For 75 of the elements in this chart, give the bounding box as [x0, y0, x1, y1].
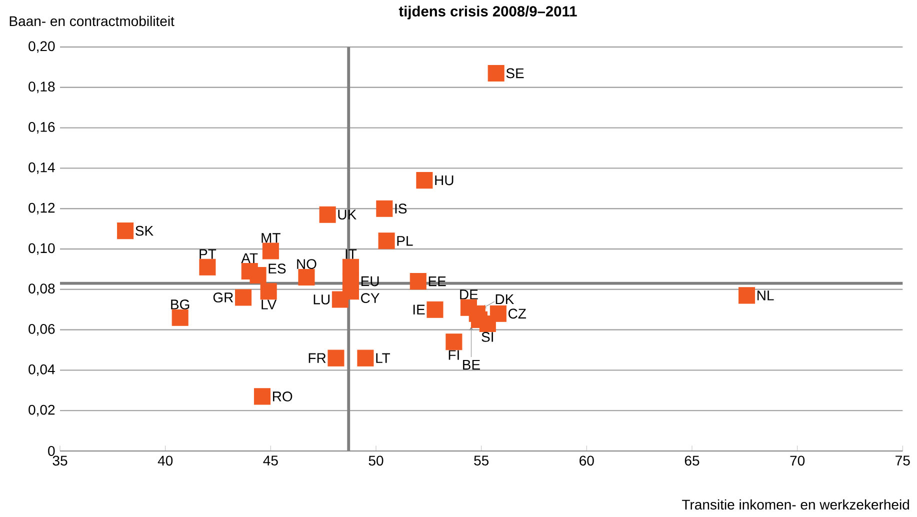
x-tick-label: 35: [52, 456, 68, 466]
annotation: EU: [361, 276, 379, 286]
point: [172, 309, 188, 326]
point: [262, 242, 279, 260]
point: [254, 388, 271, 405]
point: [410, 273, 426, 290]
point: [376, 200, 393, 217]
point: [199, 258, 216, 276]
annotation: MT: [262, 233, 280, 243]
y-tick-label: 0,02: [28, 404, 55, 416]
annotation: BE: [463, 360, 480, 370]
annotation: CZ: [508, 308, 526, 319]
annotation: DK: [496, 294, 514, 304]
point: [446, 334, 462, 350]
point: [117, 222, 134, 240]
point: [738, 287, 756, 304]
annotation: IT: [346, 249, 357, 259]
annotation: LU: [314, 294, 330, 304]
point: [416, 172, 433, 189]
x-tick-label: 75: [896, 456, 910, 466]
annotation: NL: [758, 290, 774, 300]
y-tick-label: 0,16: [28, 122, 55, 134]
y-axis-title: Baan- en contractmobiliteit: [10, 16, 174, 26]
annotation: CY: [361, 293, 380, 304]
annotation: FR: [308, 353, 326, 363]
point: [490, 305, 506, 322]
annotation: DE: [460, 290, 478, 300]
annotation: BG: [171, 300, 190, 310]
point: [332, 291, 348, 308]
annotation: SE: [506, 68, 524, 78]
annotation: SK: [136, 226, 154, 236]
annotation: LT: [376, 353, 390, 363]
annotation: LV: [262, 300, 277, 310]
point: [235, 289, 252, 306]
annotation: RO: [272, 392, 292, 402]
point: [426, 301, 444, 318]
y-tick-label: 0,18: [28, 82, 55, 94]
x-axis-title: Transitie inkomen- en werkzekerheid: [682, 499, 910, 510]
y-tick-label: 0,08: [28, 284, 55, 296]
y-tick-label: 0,10: [28, 243, 55, 255]
annotation: SI: [482, 332, 493, 342]
y-tick-label: 0,14: [28, 162, 55, 174]
y-tick-label: 0,04: [28, 364, 55, 376]
x-tick-label: 40: [158, 456, 173, 466]
x-tick-label: 50: [368, 456, 384, 466]
point: [319, 206, 336, 223]
annotation: EE: [428, 276, 446, 286]
y-tick-label: 0: [48, 446, 55, 456]
annotation: UK: [338, 210, 356, 220]
x-tick-label: 60: [580, 456, 594, 466]
point: [328, 350, 344, 366]
y-tick-label: 0,06: [28, 324, 55, 336]
point: [488, 64, 504, 82]
x-tick-label: 45: [263, 456, 278, 466]
annotation: AT: [241, 253, 258, 263]
x-tick-label: 70: [790, 456, 805, 466]
point: [298, 269, 315, 286]
point: [378, 232, 395, 250]
x-tick-label: 55: [474, 456, 489, 466]
chart-title: tijdens crisis 2008/9–2011: [398, 6, 577, 20]
annotation: FI: [448, 350, 459, 360]
annotation: PT: [200, 249, 216, 259]
annotation: IE: [413, 304, 425, 314]
annotation: ES: [268, 264, 286, 274]
annotation: IS: [395, 204, 407, 214]
annotation: NO: [297, 259, 316, 270]
point: [250, 266, 266, 284]
point: [357, 350, 374, 366]
point: [260, 283, 277, 300]
annotation: PL: [397, 236, 413, 246]
y-tick-label: 0,20: [28, 41, 55, 53]
y-tick-label: 0,12: [28, 202, 55, 214]
annotation: GR: [213, 292, 234, 302]
annotation: HU: [435, 175, 454, 186]
x-tick-label: 65: [684, 456, 700, 466]
